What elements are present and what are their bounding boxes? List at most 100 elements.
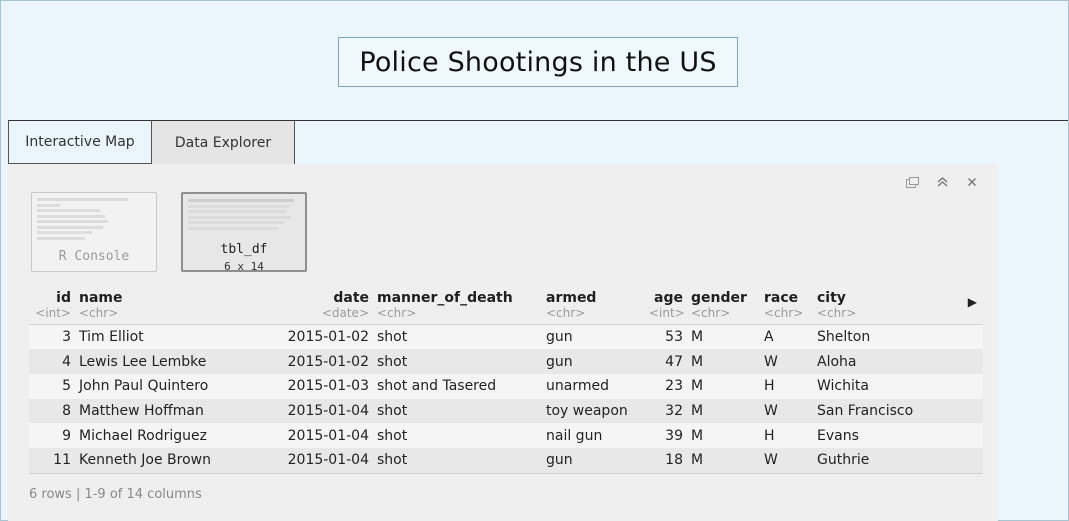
page-title: Police Shootings in the US [338,37,738,87]
cell-manner-of-death: shot and Tasered [373,373,542,399]
close-icon[interactable] [964,174,980,190]
column-name: gender [691,289,747,306]
cell-gender: M [687,447,760,474]
tab-bar-divider [8,120,1068,121]
tbl-df-dims: 6 x 14 [224,260,264,272]
cell-gender: M [687,423,760,448]
column-type: <chr> [764,305,804,320]
cell-name: Lewis Lee Lembke [75,349,269,374]
column-header-manner-of-death[interactable]: manner_of_death <chr> [373,288,542,325]
cell-race: H [760,423,813,448]
tab-interactive-map[interactable]: Interactive Map [8,120,152,164]
cell-armed: unarmed [542,373,645,399]
column-header-id[interactable]: id <int> [29,288,75,325]
cell-date: 2015-01-04 [269,423,373,448]
tbl-df-thumbnail[interactable]: tbl_df 6 x 14 [181,192,307,272]
tbl-df-label: tbl_df [220,242,268,257]
column-type: <date> [321,305,369,320]
table-row[interactable]: 5 John Paul Quintero 2015-01-03 shot and Ta… [29,373,983,399]
next-columns-arrow-icon[interactable]: ▶ [967,295,977,309]
column-type: <int> [35,305,71,320]
cell-gender: M [687,373,760,399]
popout-icon[interactable] [904,174,920,190]
cell-id: 9 [29,423,75,448]
cell-age: 32 [645,398,687,424]
cell-gender: M [687,349,760,374]
column-type: <chr> [817,305,857,320]
table-row[interactable]: 8 Matthew Hoffman 2015-01-04 shot toy weapon… [29,398,983,424]
cell-manner-of-death: shot [373,447,542,474]
column-name: city [817,289,846,306]
cell-armed: gun [542,447,645,474]
cell-race: A [760,324,813,350]
column-type: <chr> [691,305,731,320]
cell-age: 53 [645,324,687,350]
table-preview-lines [188,199,300,232]
tab-data-explorer[interactable]: Data Explorer [151,120,295,164]
column-header-gender[interactable]: gender <chr> [687,288,760,325]
cell-name: Michael Rodriguez [75,423,269,448]
column-name: id [56,289,71,306]
r-console-thumbnail[interactable]: R Console [31,192,157,272]
cell-age: 39 [645,423,687,448]
cell-manner-of-death: shot [373,324,542,350]
cell-manner-of-death: shot [373,398,542,424]
table-row[interactable]: 3 Tim Elliot 2015-01-02 shot gun 53 M A Shelton [29,324,983,350]
cell-name: Tim Elliot [75,324,269,350]
cell-date: 2015-01-03 [269,373,373,399]
cell-name: Kenneth Joe Brown [75,447,269,474]
column-header-city[interactable]: city <chr> [813,288,983,325]
tibble-table: id <int> name <chr> date <date> manner_of_d… [29,288,983,474]
cell-race: W [760,398,813,424]
column-type: <chr> [79,305,119,320]
cell-date: 2015-01-02 [269,324,373,350]
cell-city: Guthrie [813,447,983,474]
cell-armed: nail gun [542,423,645,448]
column-type: <chr> [546,305,586,320]
column-header-date[interactable]: date <date> [269,288,373,325]
table-footer-summary: 6 rows | 1-9 of 14 columns [29,487,202,502]
column-header-age[interactable]: age <int> [645,288,687,325]
table-row[interactable]: 11 Kenneth Joe Brown 2015-01-04 shot gun 18 M W… [29,447,983,474]
column-header-armed[interactable]: armed <chr> [542,288,645,325]
column-name: age [654,289,683,306]
cell-manner-of-death: shot [373,349,542,374]
table-row[interactable]: 9 Michael Rodriguez 2015-01-04 shot nail gun… [29,423,983,448]
table-row[interactable]: 4 Lewis Lee Lembke 2015-01-02 shot gun 47 M W Al… [29,349,983,374]
r-console-label: R Console [58,249,130,264]
cell-manner-of-death: shot [373,423,542,448]
cell-age: 23 [645,373,687,399]
cell-city: Shelton [813,324,983,350]
cell-city: San Francisco [813,398,983,424]
cell-id: 4 [29,349,75,374]
collapse-icon[interactable] [934,174,950,190]
cell-id: 5 [29,373,75,399]
cell-city: Wichita [813,373,983,399]
cell-gender: M [687,324,760,350]
cell-id: 3 [29,324,75,350]
cell-id: 11 [29,447,75,474]
cell-date: 2015-01-04 [269,398,373,424]
cell-armed: gun [542,324,645,350]
cell-race: H [760,373,813,399]
column-header-race[interactable]: race <chr> [760,288,813,325]
column-type: <chr> [377,305,417,320]
console-preview-lines [37,198,151,242]
column-name: date [333,289,369,306]
cell-date: 2015-01-02 [269,349,373,374]
cell-city: Aloha [813,349,983,374]
cell-id: 8 [29,398,75,424]
cell-gender: M [687,398,760,424]
cell-armed: toy weapon [542,398,645,424]
column-name: manner_of_death [377,289,513,306]
cell-race: W [760,349,813,374]
cell-armed: gun [542,349,645,374]
column-header-name[interactable]: name <chr> [75,288,269,325]
cell-age: 47 [645,349,687,374]
cell-name: Matthew Hoffman [75,398,269,424]
cell-date: 2015-01-04 [269,447,373,474]
column-name: race [764,289,799,306]
cell-age: 18 [645,447,687,474]
cell-race: W [760,447,813,474]
